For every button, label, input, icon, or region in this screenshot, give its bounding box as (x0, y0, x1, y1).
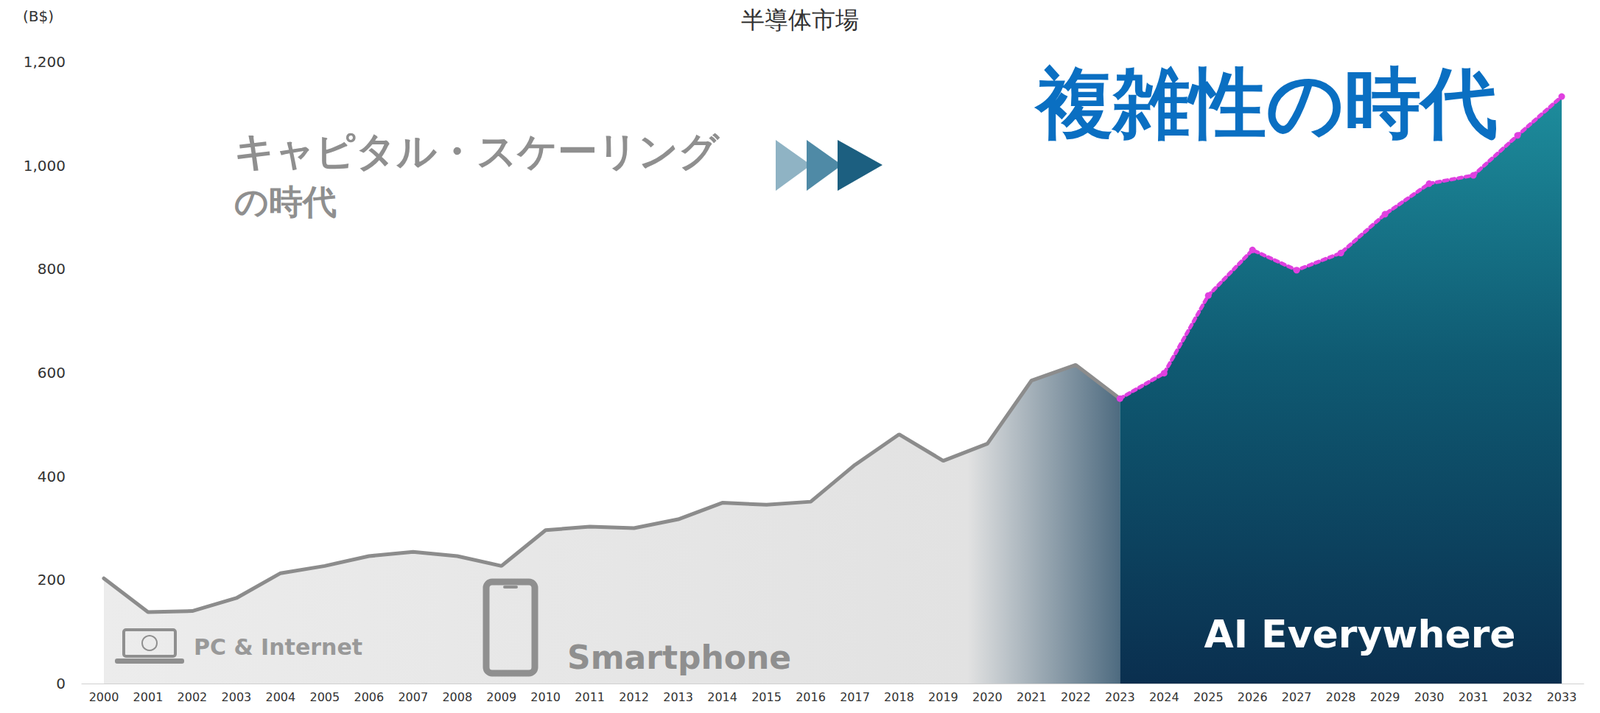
svg-text:2031: 2031 (1458, 690, 1489, 705)
svg-text:2005: 2005 (309, 690, 340, 705)
svg-text:キャピタル・スケーリング: キャピタル・スケーリング (234, 128, 721, 175)
svg-text:2014: 2014 (707, 690, 738, 705)
svg-text:2009: 2009 (486, 690, 517, 705)
svg-text:2011: 2011 (574, 690, 605, 705)
svg-text:400: 400 (37, 467, 66, 486)
svg-text:2006: 2006 (353, 690, 384, 705)
svg-text:の時代: の時代 (234, 181, 337, 222)
svg-text:2025: 2025 (1193, 690, 1224, 705)
svg-text:2015: 2015 (751, 690, 782, 705)
svg-text:2026: 2026 (1237, 690, 1268, 705)
svg-text:2016: 2016 (795, 690, 826, 705)
svg-text:2024: 2024 (1149, 690, 1180, 705)
svg-text:2007: 2007 (397, 690, 428, 705)
svg-text:200: 200 (37, 570, 66, 589)
svg-text:2023: 2023 (1104, 690, 1136, 705)
svg-text:2004: 2004 (265, 690, 297, 705)
svg-text:600: 600 (37, 363, 66, 382)
svg-text:AI Everywhere: AI Everywhere (1203, 612, 1516, 657)
svg-text:1,000: 1,000 (23, 156, 66, 175)
svg-text:0: 0 (55, 674, 66, 693)
svg-text:2033: 2033 (1546, 690, 1578, 705)
svg-text:2032: 2032 (1502, 690, 1533, 705)
svg-text:(B$): (B$) (22, 7, 54, 26)
svg-text:2002: 2002 (177, 690, 208, 705)
svg-text:2020: 2020 (972, 690, 1003, 705)
svg-text:2010: 2010 (530, 690, 561, 705)
svg-text:2000: 2000 (89, 690, 120, 705)
svg-text:複雑性の時代: 複雑性の時代 (1033, 58, 1498, 149)
svg-text:2019: 2019 (928, 690, 959, 705)
svg-text:1,200: 1,200 (23, 53, 66, 71)
svg-text:2018: 2018 (883, 690, 915, 705)
svg-text:800: 800 (37, 260, 66, 278)
svg-text:2008: 2008 (441, 690, 473, 705)
svg-text:2017: 2017 (839, 690, 870, 705)
svg-text:2030: 2030 (1414, 690, 1445, 705)
svg-text:2028: 2028 (1325, 690, 1357, 705)
svg-text:PC & Internet: PC & Internet (193, 634, 363, 661)
svg-text:2012: 2012 (618, 690, 649, 705)
svg-text:2022: 2022 (1060, 690, 1091, 705)
svg-text:2001: 2001 (133, 690, 164, 705)
svg-text:2003: 2003 (221, 690, 252, 705)
svg-text:Smartphone: Smartphone (567, 638, 792, 677)
svg-text:2013: 2013 (662, 690, 694, 705)
svg-text:2027: 2027 (1281, 690, 1312, 705)
svg-text:半導体市場: 半導体市場 (741, 5, 859, 34)
svg-text:2021: 2021 (1016, 690, 1047, 705)
svg-text:2029: 2029 (1370, 690, 1401, 705)
